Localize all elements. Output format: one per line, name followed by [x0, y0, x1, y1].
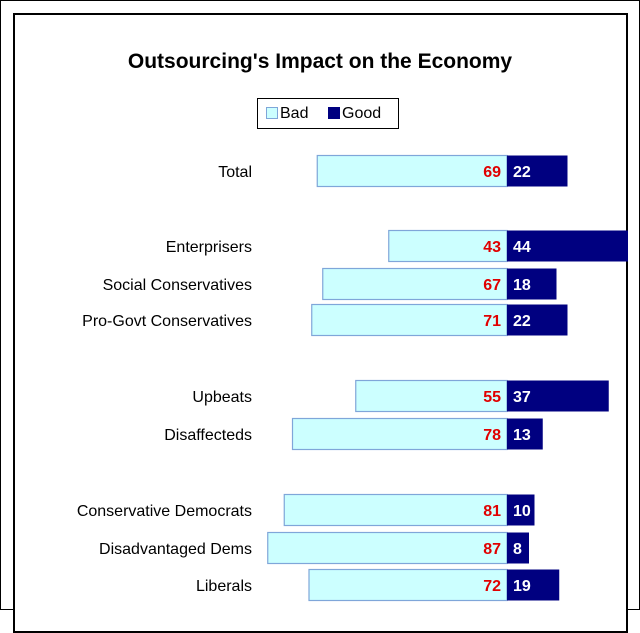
value-label-good: 13 [513, 427, 531, 444]
chart-plot: Total 69 22 Enterprisers 43 44 Social Conserva… [77, 154, 628, 602]
value-label-bad: 81 [483, 503, 501, 520]
bar-bad [291, 417, 508, 451]
category-label: Conservative Democrats [77, 503, 252, 520]
bar-bad [267, 531, 508, 565]
value-label-good: 44 [513, 239, 531, 256]
category-label: Social Conservatives [103, 277, 252, 294]
value-label-bad: 67 [483, 277, 501, 294]
category-label: Total [218, 164, 252, 181]
category-label: Enterprisers [166, 239, 252, 256]
bar-bad [311, 303, 508, 337]
legend-swatch-bad [266, 107, 278, 119]
category-label: Pro-Govt Conservatives [82, 313, 252, 330]
category-label: Disaffecteds [164, 427, 252, 444]
value-label-bad: 55 [483, 389, 501, 406]
value-label-bad: 72 [483, 578, 501, 595]
value-label-bad: 69 [483, 164, 501, 181]
value-label-good: 10 [513, 503, 531, 520]
chart-title: Outsourcing's Impact on the Economy [127, 50, 513, 73]
bar-good [507, 155, 568, 187]
bar-bad [322, 267, 508, 301]
bar-good [507, 380, 609, 412]
legend-label-good: Good [342, 105, 382, 122]
bar-good [507, 494, 535, 526]
value-label-bad: 87 [483, 541, 501, 558]
bar-bad [355, 379, 508, 413]
value-label-good: 8 [513, 541, 522, 558]
value-label-good: 22 [513, 164, 531, 181]
legend-swatch-good [328, 107, 340, 119]
bar-good [507, 569, 560, 601]
bar-bad [316, 154, 508, 188]
bar-good [507, 268, 557, 300]
legend: Bad Good [257, 98, 399, 129]
bar-bad [308, 568, 508, 602]
value-label-bad: 78 [483, 427, 501, 444]
legend-item-good: Good [328, 105, 381, 123]
value-label-good: 37 [513, 389, 531, 406]
category-label: Liberals [196, 578, 252, 595]
bar-good [507, 532, 529, 564]
value-label-bad: 43 [483, 239, 501, 256]
category-label: Disadvantaged Dems [99, 541, 252, 558]
value-label-good: 19 [513, 578, 531, 595]
legend-label-bad: Bad [280, 105, 309, 122]
category-label: Upbeats [192, 389, 252, 406]
bar-good [507, 304, 568, 336]
value-label-good: 18 [513, 277, 531, 294]
bar-good [507, 230, 628, 262]
bar-bad [283, 493, 508, 527]
bar-good [507, 418, 543, 450]
value-label-bad: 71 [483, 313, 501, 330]
value-label-good: 22 [513, 313, 531, 330]
legend-item-bad: Bad [266, 105, 308, 123]
